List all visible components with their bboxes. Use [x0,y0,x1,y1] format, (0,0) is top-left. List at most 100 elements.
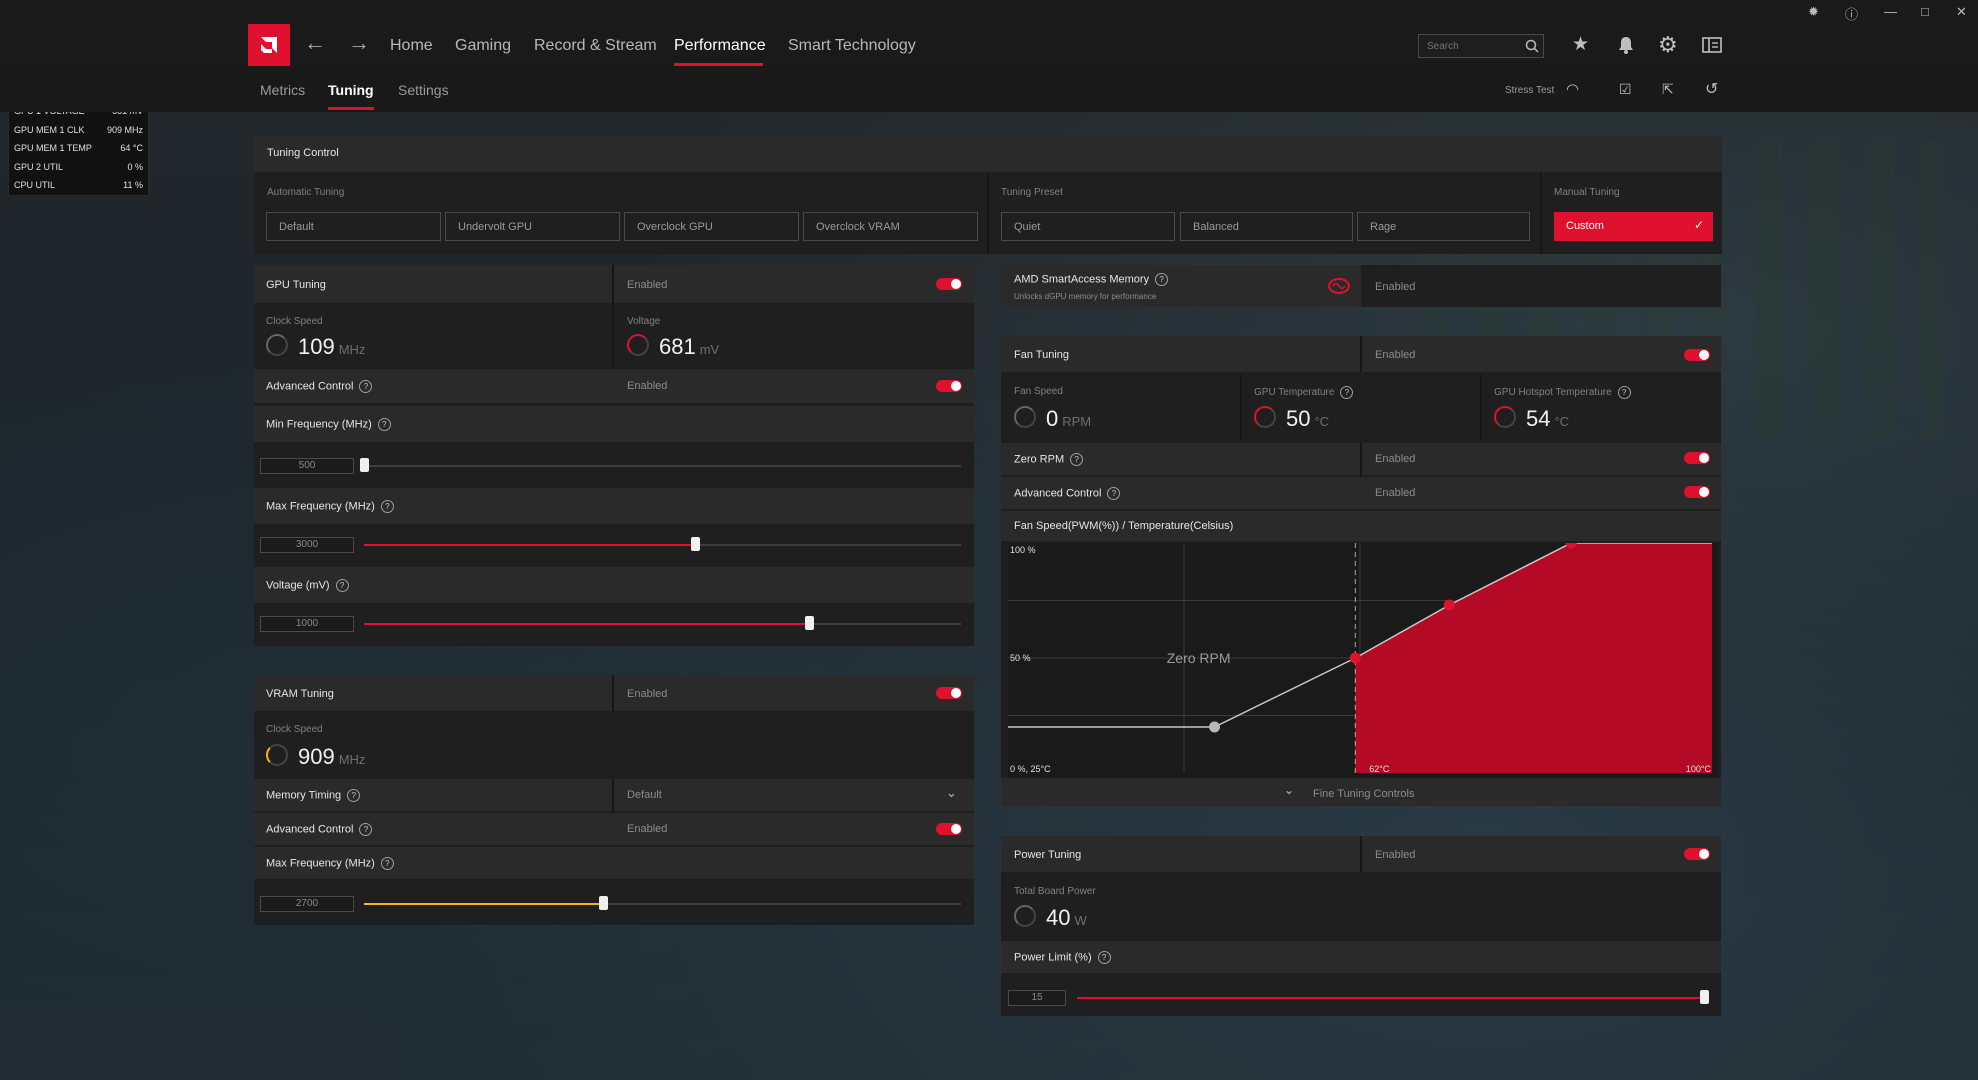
help-icon[interactable]: ? [1070,453,1084,466]
fan-advanced-label: Advanced Control [1014,487,1102,500]
max-freq-input[interactable]: 3000 [260,537,354,553]
divider [612,265,614,404]
close-icon[interactable]: ✕ [1956,4,1967,19]
nav-gaming[interactable]: Gaming [455,37,512,54]
vram-advanced-toggle[interactable] [936,823,962,835]
maximize-icon[interactable]: □ [1921,4,1929,19]
search-icon[interactable] [1525,39,1539,53]
fan-curve-point[interactable] [1565,543,1577,549]
overclock-vram-button[interactable]: Overclock VRAM [803,212,978,241]
help-icon[interactable]: ? [359,380,373,393]
tab-metrics[interactable]: Metrics [260,82,306,98]
power-limit-input[interactable]: 15 [1008,990,1066,1006]
nav-performance[interactable]: Performance [674,37,766,54]
vram-max-freq-slider-thumb[interactable] [598,896,608,910]
fan-curve-chart[interactable]: 100 % 50 % 0 %, 25°C 62°C 100°C Zero RPM [1008,543,1718,778]
fan-curve-point[interactable] [1209,721,1221,733]
divider [1360,336,1362,372]
help-icon[interactable]: ? [1155,273,1169,286]
search-box[interactable] [1418,34,1544,58]
max-freq-row [254,488,974,524]
vram-advanced-label: Advanced Control [266,823,354,836]
stress-test-gauge-icon[interactable]: ◠ [1566,81,1580,98]
help-icon[interactable]: ? [1097,951,1111,964]
vram-tuning-toggle[interactable] [936,687,962,699]
hotspot-unit: °C [1554,414,1570,429]
gpu-advanced-toggle[interactable] [936,380,962,392]
help-icon[interactable]: ⓘ [1845,7,1859,22]
bug-icon[interactable]: ✹ [1808,4,1819,19]
nav-smart-technology[interactable]: Smart Technology [788,37,916,54]
help-icon[interactable]: ? [359,823,373,836]
max-freq-slider-thumb[interactable] [691,537,701,551]
power-tuning-toggle[interactable] [1684,848,1710,860]
gear-icon[interactable]: ⚙ [1658,32,1678,57]
chevron-down-icon[interactable]: ⌄ [1284,783,1295,797]
preset-balanced-button[interactable]: Balanced [1180,212,1353,241]
vram-clock-value: 909 [298,744,335,769]
reset-icon[interactable]: ↺ [1705,81,1719,98]
fan-speed-unit: RPM [1062,414,1092,429]
overclock-gpu-button[interactable]: Overclock GPU [624,212,799,241]
preset-quiet-button[interactable]: Quiet [1001,212,1175,241]
gpu-voltage-readout: 681 mV [659,334,719,360]
chevron-down-icon[interactable]: ⌄ [946,785,957,800]
voltage-input[interactable]: 1000 [260,616,354,632]
min-freq-slider[interactable] [364,465,961,467]
fine-tuning-row[interactable] [1001,778,1721,806]
minimize-icon[interactable]: — [1884,4,1897,19]
min-freq-slider-thumb[interactable] [360,458,369,472]
vram-max-freq-input[interactable]: 2700 [260,896,354,912]
board-power-unit: W [1074,913,1087,928]
export-icon[interactable]: ⇱ [1662,81,1674,97]
star-icon[interactable]: ★ [1572,34,1590,55]
min-freq-input[interactable]: 500 [260,458,354,474]
fan-curve-header [1001,511,1721,541]
gpu-tuning-toggle[interactable] [936,278,962,290]
zero-rpm-toggle[interactable] [1684,452,1710,464]
record-icon[interactable]: ☑ [1619,81,1632,97]
help-icon[interactable]: ? [1340,386,1354,399]
voltage-label-wrap: Voltage (mV)? [266,579,349,592]
overlay-row: GPU MEM 1 TEMP 64 °C [9,139,148,158]
gpu-temp-label: GPU Temperature [1254,387,1335,399]
help-icon[interactable]: ? [335,579,349,592]
power-limit-row [1001,941,1721,973]
bell-icon[interactable] [1617,35,1635,55]
fan-curve-point[interactable] [1349,652,1361,664]
custom-tuning-button[interactable]: Custom ✓ [1554,212,1713,241]
undervolt-gpu-button[interactable]: Undervolt GPU [445,212,620,241]
preset-rage-button[interactable]: Rage [1357,212,1530,241]
fan-curve-point[interactable] [1443,599,1455,611]
vram-max-freq-slider[interactable] [364,903,961,905]
help-icon[interactable]: ? [347,789,361,802]
vram-clock-label: Clock Speed [266,724,323,735]
memory-timing-value[interactable]: Default [627,789,662,801]
tab-tuning[interactable]: Tuning [328,82,374,98]
forward-arrow-icon[interactable]: → [348,30,370,55]
nav-home[interactable]: Home [390,37,433,54]
panel-icon[interactable] [1702,37,1722,53]
back-arrow-icon[interactable]: ← [304,30,326,55]
power-limit-slider-thumb[interactable] [1700,990,1709,1004]
auto-default-button[interactable]: Default [266,212,441,241]
gpu-voltage-label: Voltage [627,316,661,327]
tab-settings[interactable]: Settings [398,82,449,98]
voltage-slider-thumb[interactable] [804,616,814,630]
gpu-clock-gauge [266,334,288,356]
fan-tuning-toggle[interactable] [1684,349,1710,361]
nav-record-stream[interactable]: Record & Stream [534,37,657,54]
fan-advanced-status: Enabled [1375,487,1416,499]
fan-advanced-toggle[interactable] [1684,486,1710,498]
vram-clock-gauge [266,744,288,766]
help-icon[interactable]: ? [380,500,394,513]
amd-logo[interactable] [248,24,290,66]
help-icon[interactable]: ? [1617,386,1631,399]
stress-test-label[interactable]: Stress Test [1505,85,1555,96]
search-input[interactable] [1427,39,1522,53]
help-icon[interactable]: ? [377,418,391,431]
help-icon[interactable]: ? [1107,487,1121,500]
help-icon[interactable]: ? [380,857,394,870]
fine-tuning-label[interactable]: Fine Tuning Controls [1313,788,1415,800]
divider [612,779,614,845]
